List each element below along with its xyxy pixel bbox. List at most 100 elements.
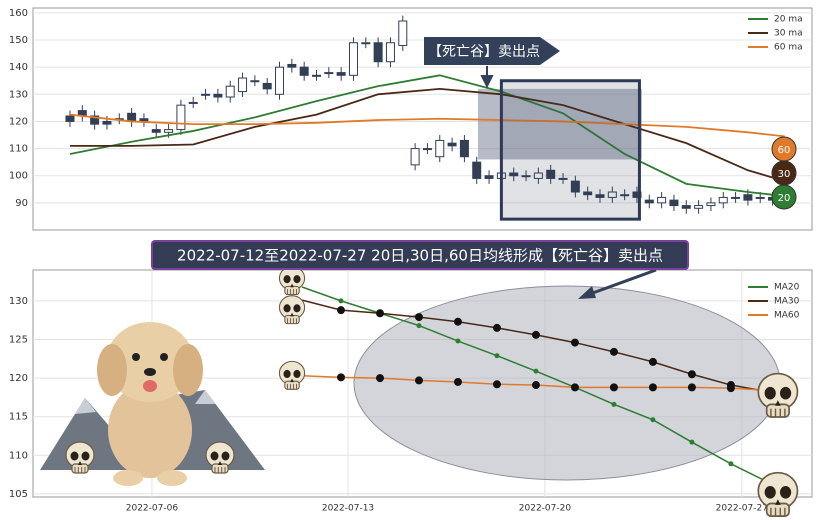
ma-marker xyxy=(687,383,696,392)
candle-body xyxy=(238,77,248,93)
candle-body xyxy=(151,129,161,133)
candle-body xyxy=(743,194,753,201)
dog-tongue xyxy=(143,380,157,392)
annotation-pointer-head xyxy=(578,286,596,299)
candle-body xyxy=(90,115,100,125)
annotation-pointer xyxy=(480,66,494,89)
ma-marker xyxy=(455,338,461,344)
skull-eye xyxy=(764,386,776,400)
candle-body xyxy=(127,112,137,122)
dog-eye xyxy=(132,353,140,361)
skull-eye xyxy=(764,486,776,499)
skull-eye xyxy=(221,451,230,461)
candle-body xyxy=(459,139,469,158)
skull-nose xyxy=(78,461,82,465)
candle-body xyxy=(250,80,260,83)
ma-marker xyxy=(453,317,462,326)
ma-marker xyxy=(414,376,423,385)
ma-line xyxy=(69,113,785,138)
candle-body xyxy=(533,172,543,179)
skull-eye xyxy=(293,369,301,379)
end-label: 60 xyxy=(778,145,791,156)
skull-teeth xyxy=(214,467,226,473)
y-tick-label: 150 xyxy=(9,35,28,46)
dog-head xyxy=(106,322,194,402)
legend-label: MA20 xyxy=(774,283,800,293)
candle-body xyxy=(447,142,457,147)
candle-body xyxy=(398,20,408,46)
skull-eye xyxy=(283,369,291,379)
candle-body xyxy=(410,148,420,166)
skull-eye xyxy=(283,275,291,284)
skull-jaw xyxy=(284,314,300,325)
ma-marker xyxy=(337,373,346,382)
candle-body xyxy=(620,194,630,197)
y-tick-label: 115 xyxy=(9,412,28,423)
skull-nose xyxy=(290,283,294,288)
candle-body xyxy=(262,82,272,90)
dog-nose xyxy=(144,368,156,376)
ma-marker xyxy=(728,461,734,467)
ma-line xyxy=(69,74,785,197)
candle-body xyxy=(718,196,728,204)
ma-marker xyxy=(570,383,579,392)
skull-icon xyxy=(278,266,306,296)
ma-marker xyxy=(494,353,500,359)
candle-body xyxy=(521,175,531,178)
skull-eye xyxy=(81,451,90,461)
ma-marker xyxy=(611,401,617,407)
legend-label: 20 ma xyxy=(774,15,803,25)
skull-icon xyxy=(205,441,235,474)
y-tick-label: 140 xyxy=(9,62,28,73)
candle-body xyxy=(213,93,223,98)
y-tick-label: 120 xyxy=(9,373,28,384)
skull-icon xyxy=(757,471,799,517)
candle-body xyxy=(422,148,432,151)
candle-body xyxy=(607,191,617,198)
ma-marker xyxy=(689,439,695,445)
skull-jaw xyxy=(765,403,790,418)
skull-teeth xyxy=(287,318,297,324)
candle-body xyxy=(632,191,642,198)
skull-eye xyxy=(293,275,301,284)
skull-teeth xyxy=(770,507,786,517)
candle-body xyxy=(509,172,519,177)
ma-marker xyxy=(414,313,423,322)
candle-body xyxy=(595,194,605,198)
candle-body xyxy=(188,101,198,104)
candle-body xyxy=(583,191,593,196)
end-label: 20 xyxy=(778,193,791,204)
skull-jaw xyxy=(765,502,790,517)
skull-eye xyxy=(70,451,79,461)
candle-body xyxy=(102,120,112,125)
candle-body xyxy=(348,42,358,76)
skull-icon xyxy=(278,295,306,325)
y-tick-label: 125 xyxy=(9,334,28,345)
skull-teeth xyxy=(770,408,786,417)
candle-body xyxy=(435,139,445,158)
legend-label: MA30 xyxy=(774,297,800,307)
skull-jaw xyxy=(284,380,300,390)
ma-marker xyxy=(416,323,422,329)
ma-marker xyxy=(492,380,501,389)
ma-marker xyxy=(376,309,385,318)
legend-label: MA60 xyxy=(774,311,800,321)
skull-jaw xyxy=(211,463,229,474)
candle-body xyxy=(164,129,174,133)
skull-nose xyxy=(775,499,781,505)
skull-eye xyxy=(779,486,792,499)
x-tick-label: 2022-07-27 xyxy=(716,504,768,514)
skull-eye xyxy=(283,304,291,313)
ma-marker xyxy=(648,383,657,392)
y-tick-label: 90 xyxy=(15,198,28,209)
annotation-pointer xyxy=(589,268,657,296)
ma-marker xyxy=(492,323,501,332)
ma-marker xyxy=(337,306,346,315)
ma-marker xyxy=(531,381,540,390)
dog-body xyxy=(108,382,192,478)
candle-body xyxy=(644,199,654,204)
selection-box xyxy=(499,79,641,221)
candle-body xyxy=(570,180,580,193)
candle-body xyxy=(669,199,679,207)
skull-icon xyxy=(65,441,95,474)
